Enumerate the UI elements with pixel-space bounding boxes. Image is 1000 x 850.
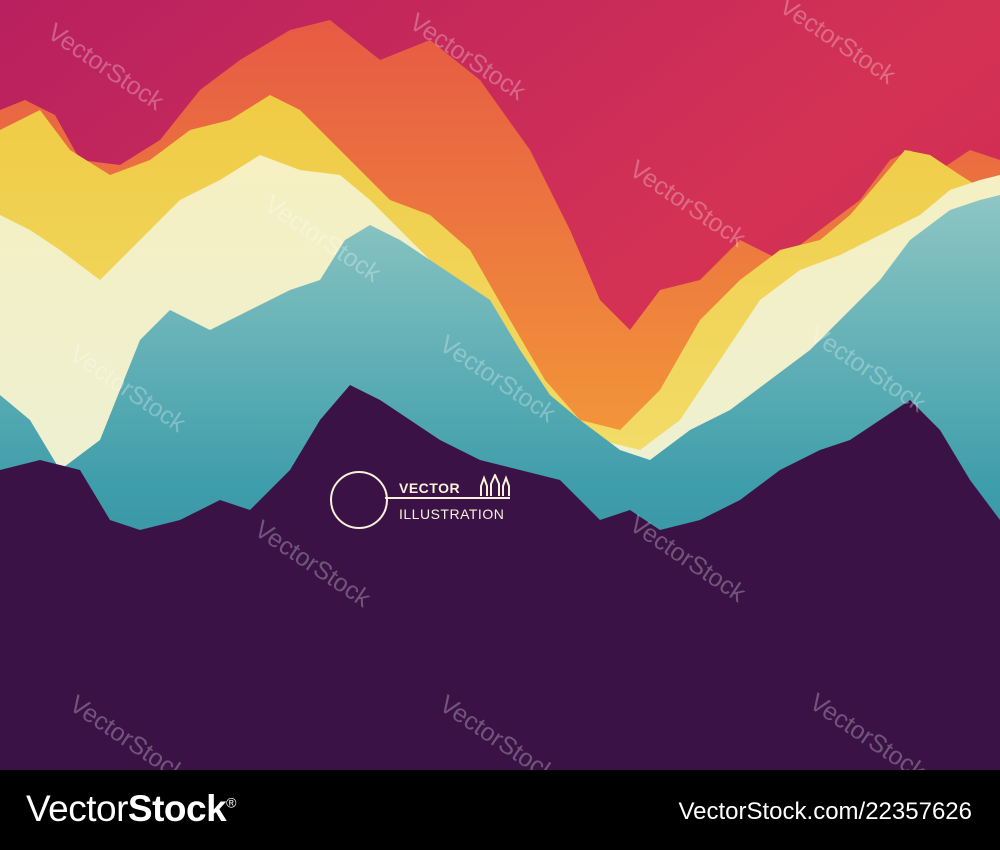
mountain-landscape — [0, 0, 1000, 770]
footer-bar: VectorStock® VectorStock.com/22357626 — [0, 770, 1000, 850]
stock-id: VectorStock.com/22357626 — [678, 798, 972, 825]
illustration: VECTOR ILLUSTRATION VectorStock VectorSt… — [0, 0, 1000, 770]
purple-ridge — [0, 385, 1000, 770]
brand-prefix: Vector — [26, 788, 128, 829]
pen-nib-icon — [480, 474, 510, 496]
emblem-bar — [385, 497, 510, 499]
vectorstock-logo: VectorStock® — [26, 788, 236, 830]
emblem-subtitle: ILLUSTRATION — [399, 506, 505, 522]
registered-mark: ® — [226, 794, 236, 811]
brand-suffix: Stock — [127, 788, 227, 829]
emblem-ring — [330, 471, 388, 529]
vector-illustration-emblem: VECTOR ILLUSTRATION — [327, 468, 527, 540]
emblem-title: VECTOR — [399, 480, 461, 496]
